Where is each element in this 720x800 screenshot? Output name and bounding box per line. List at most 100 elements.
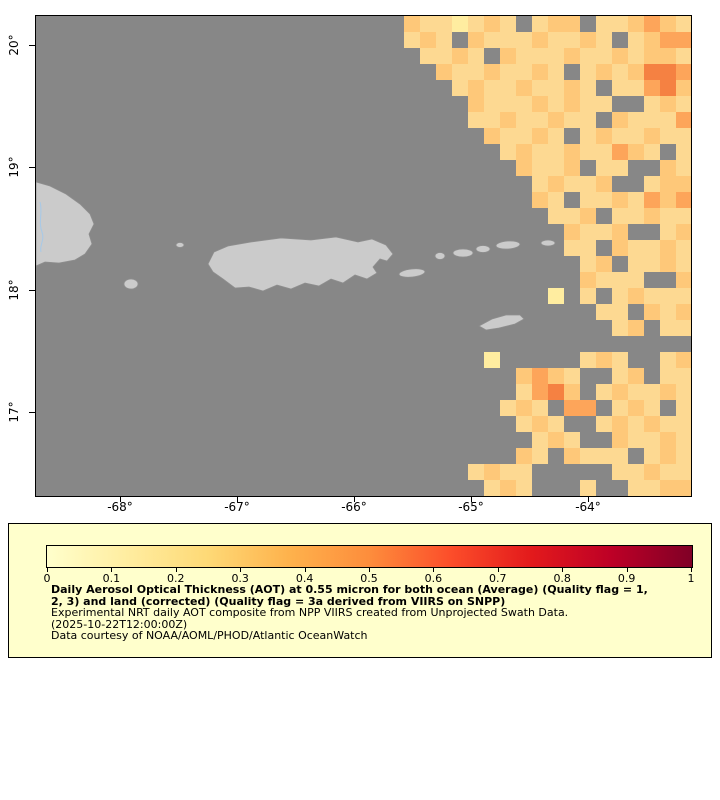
aot-cell [644,400,660,416]
aot-cell [532,96,548,112]
lon-label: -68° [107,500,133,514]
colorbar-tick-label: 0.2 [167,572,185,585]
land-hispaniola [36,181,95,267]
aot-cell [596,224,612,240]
aot-cell [436,64,452,80]
aot-cell [628,128,644,144]
aot-cell [660,112,676,128]
aot-cell [644,384,660,400]
aot-cell [484,464,500,480]
colorbar-tick [111,568,113,572]
aot-cell [532,416,548,432]
aot-cell [660,256,676,272]
aot-cell [596,48,612,64]
aot-cell [484,32,500,48]
aot-cell [500,128,516,144]
aot-cell [468,112,484,128]
aot-cell [500,144,516,160]
aot-cell [676,288,691,304]
aot-cell [612,400,628,416]
aot-cell [580,96,596,112]
aot-cell [532,400,548,416]
aot-cell [548,144,564,160]
land-st-john [475,245,491,253]
colorbar-tick-label: 0.7 [489,572,507,585]
colorbar-tick [304,568,306,572]
aot-cell [660,304,676,320]
land-mona-island [123,278,139,290]
aot-cell [564,224,580,240]
legend-title-line1: Daily Aerosol Optical Thickness (AOT) at… [51,583,648,596]
aot-cell [484,16,500,32]
aot-cell [484,128,500,144]
aot-cell [580,32,596,48]
aot-cell [676,144,691,160]
aot-cell [468,96,484,112]
aot-cell [436,16,452,32]
aot-cell [676,400,691,416]
aot-cell [596,16,612,32]
aot-cell [612,240,628,256]
lon-label: -65° [458,500,484,514]
aot-cell [660,208,676,224]
aot-cell [660,16,676,32]
aot-cell [564,96,580,112]
aot-cell [596,304,612,320]
aot-cell [564,112,580,128]
aot-cell [676,16,691,32]
aot-cell [676,448,691,464]
aot-cell [612,432,628,448]
aot-cell [468,16,484,32]
aot-cell [596,384,612,400]
aot-cell [516,464,532,480]
aot-cell [628,192,644,208]
aot-cell [596,272,612,288]
aot-cell [532,128,548,144]
aot-cell [612,384,628,400]
aot-cell [548,384,564,400]
land-st-croix [478,314,525,331]
aot-cell [516,144,532,160]
aot-cell [660,48,676,64]
colorbar-tick [175,568,177,572]
aot-cell [532,432,548,448]
colorbar-tick [626,568,628,572]
aot-cell [532,32,548,48]
aot-cell [532,448,548,464]
aot-cell [468,80,484,96]
aot-cell [628,208,644,224]
aot-cell [548,128,564,144]
aot-cell [580,64,596,80]
aot-cell [420,16,436,32]
aot-cell [564,160,580,176]
colorbar-tick-label: 0.1 [102,572,121,585]
x-tick [588,496,589,502]
x-tick [354,496,355,502]
aot-cell [516,480,532,496]
aot-cell [564,240,580,256]
aot-cell [468,48,484,64]
aot-cell [548,368,564,384]
aot-cell [468,64,484,80]
aot-cell [644,288,660,304]
aot-cell [628,464,644,480]
aot-cell [452,64,468,80]
river-line [39,201,44,253]
aot-cell [628,320,644,336]
aot-cell [644,448,660,464]
aot-cell [628,48,644,64]
aot-cell [660,80,676,96]
aot-cell [420,32,436,48]
aot-cell [532,112,548,128]
aot-cell [596,64,612,80]
aot-cell [612,304,628,320]
colorbar [46,545,693,568]
aot-cell [564,448,580,464]
aot-cell [500,32,516,48]
aot-cell [676,352,691,368]
aot-cell [516,400,532,416]
colorbar-tick-label: 0.3 [231,572,249,585]
lat-label: 20° [7,34,21,56]
aot-cell [596,256,612,272]
aot-cell [532,48,548,64]
